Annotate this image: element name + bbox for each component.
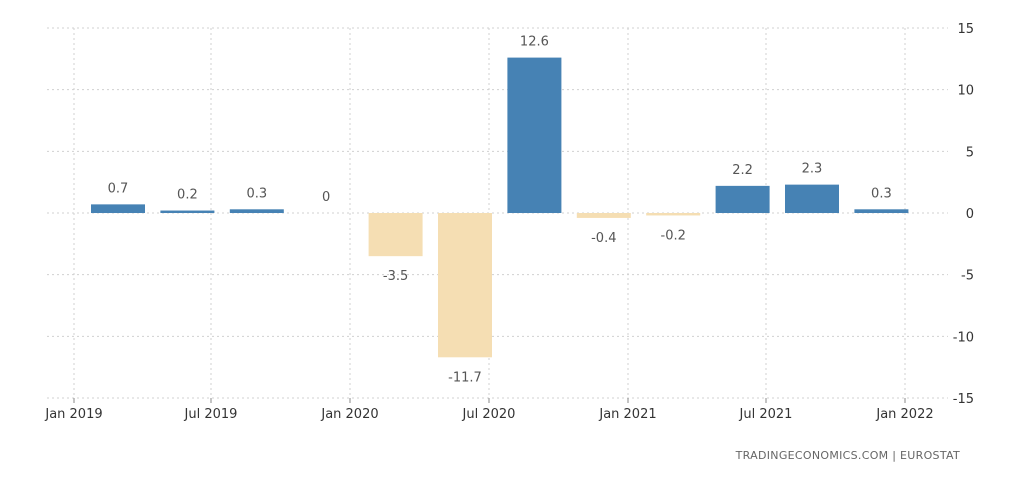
bar-value-label: -3.5 [383, 269, 408, 284]
bar-value-label: -0.2 [661, 228, 686, 243]
x-tick-label: Jan 2022 [875, 407, 933, 422]
y-tick-label: 15 [957, 22, 974, 37]
bar [160, 210, 215, 213]
source-credit: TRADINGECONOMICS.COM | EUROSTAT [735, 449, 960, 462]
bar [91, 204, 145, 213]
y-axis: 15 10 5 0 -5 -10 -15 [953, 22, 974, 407]
x-tick-label: Jan 2021 [598, 407, 656, 422]
y-tick-label: -15 [953, 392, 974, 407]
bar-value-label: 0.3 [871, 186, 892, 201]
bar [785, 184, 839, 213]
bar-value-label: 12.6 [520, 35, 549, 50]
bar-value-label: 2.3 [802, 162, 823, 177]
bar [715, 185, 770, 213]
bar-value-label: -11.7 [448, 370, 482, 385]
bar [229, 209, 284, 213]
bar [438, 213, 492, 358]
bars [91, 57, 909, 358]
bar-value-label: 0.2 [177, 188, 198, 203]
bar [646, 213, 701, 216]
x-tick-label: Jan 2019 [44, 407, 102, 422]
bar-value-label: 2.2 [732, 163, 753, 178]
y-tick-label: 0 [966, 207, 974, 222]
data-labels: 0.7 0.2 0.3 0 -3.5 -11.7 12.6 -0.4 -0.2 2.2 2.3 0.3 [108, 35, 892, 386]
bar-value-label: -0.4 [591, 231, 616, 246]
x-tick-label: Jul 2021 [739, 407, 793, 422]
bar-value-label: 0.3 [246, 186, 267, 201]
bar [854, 209, 909, 213]
bar [507, 57, 562, 213]
bar-value-label: 0 [322, 190, 330, 205]
bar [576, 213, 631, 218]
bar-value-label: 0.7 [108, 181, 129, 196]
y-tick-label: -10 [953, 330, 974, 345]
x-tick-label: Jul 2019 [184, 407, 238, 422]
y-tick-label: 5 [966, 145, 974, 160]
x-tick-label: Jul 2020 [462, 407, 516, 422]
y-tick-label: -5 [961, 269, 974, 284]
x-tick-label: Jan 2020 [320, 407, 378, 422]
bar [368, 213, 423, 257]
x-axis: Jan 2019 Jul 2019 Jan 2020 Jul 2020 Jan 2021… [44, 398, 934, 422]
y-tick-label: 10 [957, 84, 974, 99]
